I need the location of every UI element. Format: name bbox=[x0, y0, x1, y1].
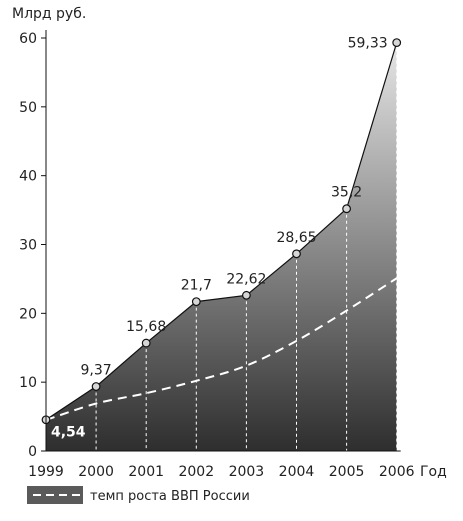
area-fill bbox=[46, 42, 397, 452]
data-label-2001: 15,68 bbox=[126, 319, 166, 335]
data-label-2006: 59,33 bbox=[348, 36, 388, 52]
growth-rate-line bbox=[45, 277, 398, 421]
y-tick-label-0: 0 bbox=[28, 444, 37, 460]
x-tick-label-2006: 2006 bbox=[379, 464, 415, 480]
x-tick-label-2001: 2001 bbox=[128, 464, 164, 480]
legend: темп роста ВВП России bbox=[27, 486, 250, 504]
data-label-2003: 22,62 bbox=[226, 271, 266, 287]
legend-swatch bbox=[27, 486, 83, 504]
point-2001 bbox=[141, 338, 151, 348]
point-2000 bbox=[91, 382, 101, 391]
series-line bbox=[45, 42, 398, 421]
y-tick-label-30: 30 bbox=[19, 238, 37, 254]
data-label-2002: 21,7 bbox=[181, 278, 212, 294]
y-tick-label-20: 20 bbox=[19, 306, 37, 322]
data-label-2004: 28,65 bbox=[276, 230, 316, 246]
point-2006 bbox=[392, 38, 402, 48]
x-tick-label-2003: 2003 bbox=[229, 464, 265, 480]
data-labels: 4,54 9,37 15,68 21,7 22,62 28,65 35,2 59,33 bbox=[51, 36, 388, 441]
data-label-2000: 9,37 bbox=[81, 363, 112, 379]
data-label-2005: 35,2 bbox=[331, 185, 362, 201]
point-2004 bbox=[292, 249, 301, 259]
y-axis-label: Млрд руб. bbox=[12, 6, 86, 22]
point-2005 bbox=[342, 204, 352, 214]
point-2002 bbox=[191, 297, 201, 307]
y-tick-label-50: 50 bbox=[19, 100, 37, 116]
x-tick-label-2005: 2005 bbox=[329, 464, 365, 480]
data-label-1999: 4,54 bbox=[51, 425, 86, 441]
y-tick-label-40: 40 bbox=[19, 169, 37, 185]
point-2003 bbox=[241, 290, 251, 300]
x-tick-label-2002: 2002 bbox=[178, 464, 214, 480]
y-tick-label-60: 60 bbox=[19, 31, 37, 47]
plot-area bbox=[41, 38, 402, 452]
x-tick-label-2000: 2000 bbox=[78, 464, 114, 480]
legend-label: темп роста ВВП России bbox=[90, 489, 250, 504]
x-tick-label-1999: 1999 bbox=[28, 464, 64, 480]
axes: 0 10 20 30 40 50 60 1999 2000 2001 2002 2003 2004 200… bbox=[19, 30, 415, 480]
y-tick-label-10: 10 bbox=[19, 375, 37, 391]
x-axis-label: Год bbox=[420, 464, 447, 480]
x-tick-label-2004: 2004 bbox=[279, 464, 315, 480]
